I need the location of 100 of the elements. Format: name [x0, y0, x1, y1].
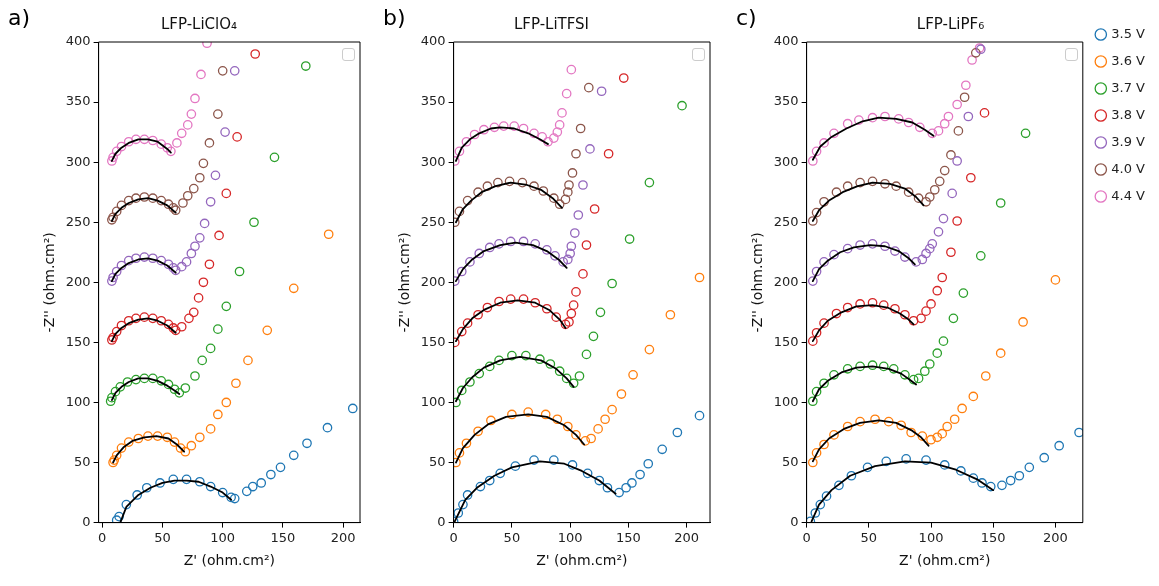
- point: [937, 272, 948, 283]
- point: [880, 111, 890, 122]
- point: [811, 327, 822, 338]
- point: [548, 193, 559, 204]
- point: [139, 252, 150, 262]
- point: [510, 461, 521, 471]
- x-tick-label: 150: [616, 529, 641, 545]
- point: [980, 371, 991, 381]
- point: [880, 241, 890, 252]
- point: [194, 432, 205, 443]
- point: [807, 156, 818, 166]
- point: [147, 373, 158, 384]
- point: [921, 455, 931, 465]
- point: [970, 47, 981, 58]
- point: [250, 49, 261, 59]
- point: [585, 144, 595, 154]
- y-tick-label: 400: [773, 33, 799, 49]
- point: [977, 478, 987, 488]
- point: [924, 359, 935, 369]
- point: [462, 490, 473, 500]
- legend-label: 3.8 V: [1111, 106, 1146, 122]
- point: [186, 248, 197, 259]
- point: [819, 138, 829, 148]
- point: [600, 414, 610, 425]
- point: [166, 146, 176, 157]
- point: [581, 240, 592, 250]
- point: [213, 109, 223, 119]
- point: [139, 373, 150, 384]
- point: [946, 150, 956, 160]
- point: [540, 409, 551, 420]
- chart-title: LFP-LiClO₄: [160, 14, 238, 33]
- point: [913, 373, 924, 384]
- point: [347, 403, 358, 414]
- point: [139, 192, 150, 202]
- point: [107, 392, 117, 403]
- point: [213, 324, 223, 335]
- point: [578, 180, 588, 190]
- point: [807, 216, 818, 226]
- point: [893, 114, 904, 124]
- point: [190, 371, 200, 381]
- point: [644, 177, 655, 188]
- point: [156, 375, 167, 386]
- point: [938, 213, 949, 224]
- point: [530, 239, 541, 249]
- point: [190, 93, 200, 104]
- point: [213, 409, 223, 420]
- point: [819, 196, 829, 207]
- point: [618, 73, 629, 83]
- point: [963, 111, 974, 122]
- point: [210, 170, 221, 181]
- point: [220, 127, 230, 137]
- point: [205, 196, 216, 207]
- point: [205, 424, 216, 434]
- point: [644, 344, 655, 355]
- point: [934, 176, 945, 187]
- x-tick-label: 50: [154, 529, 171, 545]
- point: [985, 481, 996, 492]
- point: [937, 428, 948, 439]
- point: [819, 318, 829, 328]
- point: [498, 121, 509, 131]
- point: [995, 198, 1006, 208]
- point: [560, 319, 571, 330]
- y-tick-label: 50: [74, 453, 91, 469]
- point: [908, 374, 919, 385]
- point: [181, 257, 192, 267]
- point: [568, 300, 579, 310]
- legend-label: 4.4 V: [1111, 187, 1146, 203]
- point: [855, 416, 865, 427]
- point: [589, 204, 600, 214]
- point: [929, 184, 940, 195]
- point: [573, 210, 584, 220]
- point: [867, 239, 878, 249]
- point: [807, 457, 818, 468]
- point: [123, 255, 134, 266]
- point: [548, 455, 559, 465]
- y-tick-label: 150: [65, 333, 91, 349]
- point: [561, 88, 572, 99]
- point: [256, 478, 267, 488]
- point: [214, 230, 224, 241]
- point: [913, 193, 924, 204]
- point: [115, 381, 126, 392]
- point: [958, 288, 969, 298]
- point: [933, 226, 944, 237]
- point: [108, 152, 118, 163]
- y-tick-label: 350: [773, 93, 799, 109]
- point: [243, 355, 253, 366]
- point: [550, 251, 560, 261]
- point: [1005, 475, 1016, 486]
- y-tick-label: 250: [773, 213, 799, 229]
- point: [924, 243, 935, 254]
- point: [643, 458, 654, 469]
- point: [916, 313, 926, 324]
- point: [821, 491, 832, 502]
- point: [111, 515, 122, 523]
- point: [552, 127, 563, 137]
- point: [193, 293, 204, 303]
- point: [571, 148, 581, 159]
- point: [322, 422, 333, 433]
- point: [518, 294, 529, 304]
- point: [952, 216, 962, 226]
